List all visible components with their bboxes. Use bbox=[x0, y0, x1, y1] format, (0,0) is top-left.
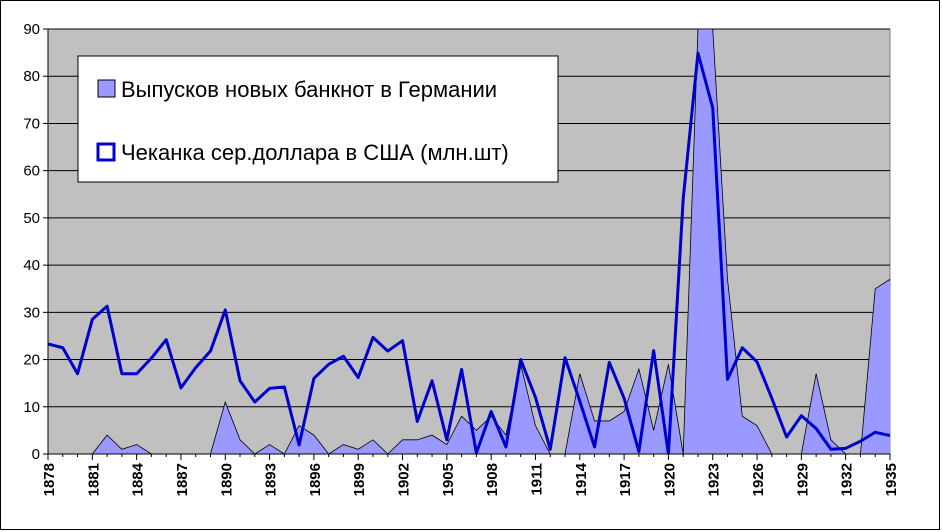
x-tick-label-1917: 1917 bbox=[617, 463, 634, 496]
y-tick-label-70: 70 bbox=[23, 115, 40, 132]
y-tick-label-60: 60 bbox=[23, 163, 40, 180]
x-tick-label-1878: 1878 bbox=[41, 463, 58, 496]
x-tick-label-1896: 1896 bbox=[307, 463, 324, 496]
x-axis: 1878 1881 1884 1887 1890 1893 1896 1899 1902 1905… bbox=[41, 453, 900, 496]
x-tick-label-1884: 1884 bbox=[130, 462, 147, 496]
y-tick-label-10: 10 bbox=[23, 399, 40, 416]
y-tick-label-50: 50 bbox=[23, 210, 40, 227]
line-series bbox=[48, 51, 890, 454]
x-tick-label-1902: 1902 bbox=[396, 463, 413, 496]
y-tick-label-0: 0 bbox=[32, 446, 40, 463]
y-tick-label-90: 90 bbox=[23, 21, 40, 38]
legend-swatch-line bbox=[96, 142, 116, 162]
x-tick-label-1923: 1923 bbox=[706, 463, 723, 496]
legend-label-line: Чеканка сер.доллара в США (млн.шт) bbox=[121, 140, 509, 165]
x-tick-label-1911: 1911 bbox=[528, 463, 545, 496]
area-Выпусков новых банкнот в Германии bbox=[48, 29, 890, 454]
legend-box bbox=[77, 55, 559, 183]
line-Чеканка сер.доллара в США (млн.шт) bbox=[48, 51, 890, 454]
y-tick-label-40: 40 bbox=[23, 257, 40, 274]
y-tick-label-80: 80 bbox=[23, 68, 40, 85]
x-tick-label-1905: 1905 bbox=[440, 463, 457, 496]
x-tick-label-1899: 1899 bbox=[351, 463, 368, 496]
x-tick-label-1926: 1926 bbox=[750, 463, 767, 496]
area-series bbox=[48, 29, 890, 454]
x-tick-label-1920: 1920 bbox=[661, 463, 678, 496]
legend: Выпусков новых банкнот в Германии Чеканк… bbox=[77, 55, 559, 183]
x-tick-label-1908: 1908 bbox=[484, 463, 501, 496]
y-axis: 0 10 20 30 40 50 60 70 80 90 bbox=[23, 21, 49, 463]
legend-label-area: Выпусков новых банкнот в Германии bbox=[121, 77, 497, 102]
x-tick-label-1881: 1881 bbox=[85, 463, 102, 496]
y-tick-label-20: 20 bbox=[23, 352, 40, 369]
y-tick-label-30: 30 bbox=[23, 304, 40, 321]
x-tick-label-1890: 1890 bbox=[218, 463, 235, 496]
x-tick-label-1929: 1929 bbox=[794, 463, 811, 496]
x-tick-label-1935: 1935 bbox=[883, 463, 900, 496]
x-tick-label-1893: 1893 bbox=[263, 463, 280, 496]
legend-swatch-area bbox=[97, 79, 116, 98]
x-tick-label-1932: 1932 bbox=[839, 463, 856, 496]
x-tick-label-1914: 1914 bbox=[573, 462, 590, 496]
x-tick-label-1887: 1887 bbox=[174, 463, 191, 496]
